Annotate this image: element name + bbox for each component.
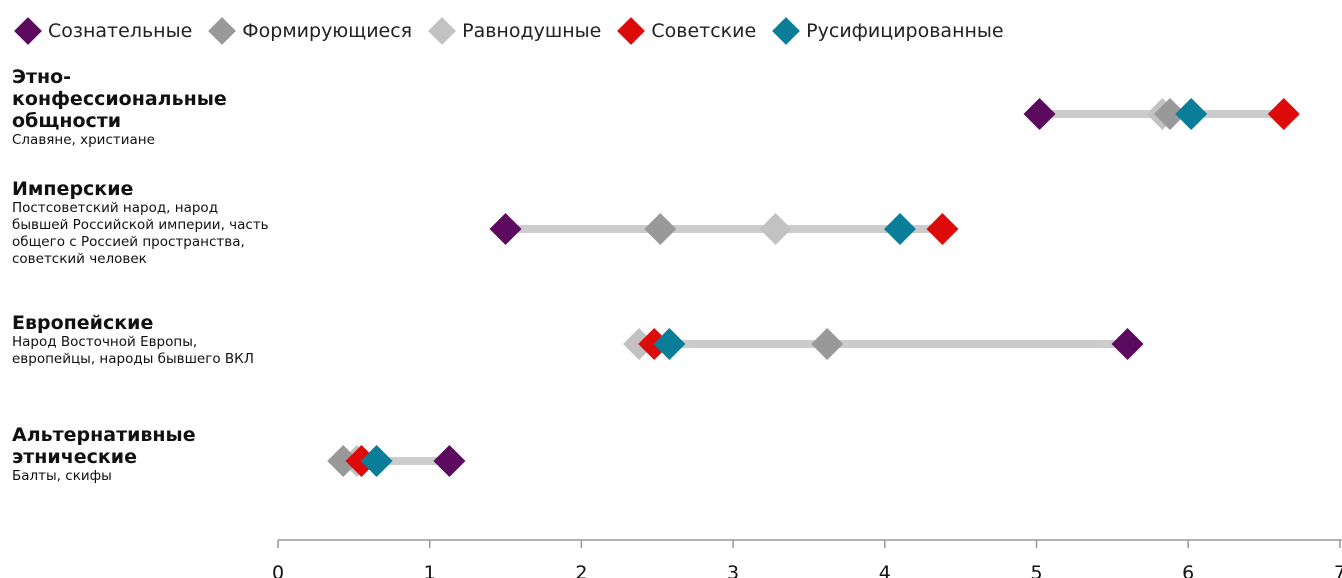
category-title: Этно-конфессиональные общности <box>12 66 227 132</box>
x-tick-label: 0 <box>272 562 284 578</box>
category-title: Имперские <box>12 178 134 200</box>
legend-item-rusifitsirovannye: Русифицированные <box>770 17 1004 45</box>
data-point <box>926 213 959 245</box>
data-point <box>489 213 522 245</box>
data-point <box>759 213 792 245</box>
legend-label: Сознательные <box>48 20 193 42</box>
data-point <box>360 445 393 477</box>
data-point <box>1175 98 1208 130</box>
x-tick-label: 5 <box>1030 562 1042 578</box>
legend-label: Равнодушные <box>462 20 602 42</box>
x-tick-label: 7 <box>1334 562 1342 578</box>
category-label-imperial: Имперские Постсоветский народ, народ быв… <box>12 178 282 268</box>
legend-label: Русифицированные <box>806 20 1004 42</box>
x-tick-label: 2 <box>575 562 587 578</box>
x-tick-label: 4 <box>879 562 891 578</box>
legend-item-formiruyushchiesya: Формирующиеся <box>206 17 413 45</box>
x-tick-label: 3 <box>727 562 739 578</box>
category-subtitle: Постсоветский народ, народ бывшей Россий… <box>12 200 269 267</box>
legend-item-soznatelnye: Сознательные <box>12 17 193 45</box>
category-subtitle: Славяне, христиане <box>12 132 155 148</box>
data-point <box>1111 328 1144 360</box>
data-point <box>1153 98 1186 130</box>
x-tick-label: 6 <box>1182 562 1194 578</box>
x-tick-label: 1 <box>424 562 436 578</box>
data-point <box>1267 98 1300 130</box>
data-point <box>883 213 916 245</box>
category-label-european: Европейские Народ Восточной Европы, евро… <box>12 312 282 368</box>
legend-item-ravnodushnye: Равнодушные <box>426 17 602 45</box>
category-title: Европейские <box>12 312 154 334</box>
legend-item-sovetskie: Советские <box>615 17 757 45</box>
category-label-ethno: Этно-конфессиональные общности Славяне, … <box>12 66 282 149</box>
category-subtitle: Балты, скифы <box>12 468 112 484</box>
data-point <box>433 445 466 477</box>
category-subtitle: Народ Восточной Европы, европейцы, народ… <box>12 334 254 367</box>
data-point <box>1023 98 1056 130</box>
category-label-alternative: Альтернативные этнические Балты, скифы <box>12 424 282 485</box>
legend: Сознательные Формирующиеся Равнодушные С… <box>12 14 1018 48</box>
legend-label: Советские <box>651 20 757 42</box>
legend-label: Формирующиеся <box>242 20 413 42</box>
data-point <box>327 445 360 477</box>
data-point <box>811 328 844 360</box>
data-point <box>653 328 686 360</box>
category-title: Альтернативные этнические <box>12 424 196 468</box>
data-point <box>644 213 677 245</box>
